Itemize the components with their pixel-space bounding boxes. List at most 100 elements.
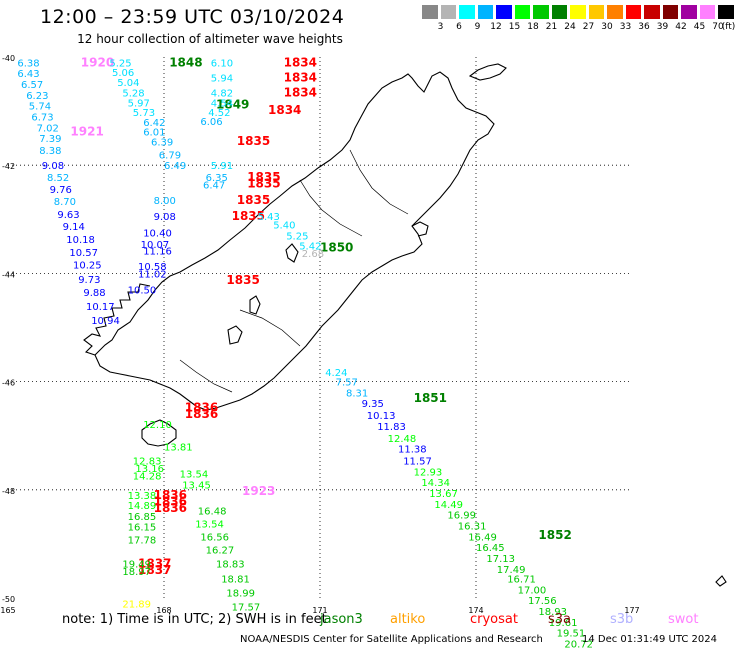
wave-height-value: 17.13 xyxy=(486,554,515,565)
wave-height-value: 18.97 xyxy=(122,567,151,578)
wave-height-value: 13.16 xyxy=(135,464,164,475)
wave-height-value: 6.39 xyxy=(151,137,173,148)
pass-time-label: 1836 xyxy=(154,495,187,509)
wave-height-value: 6.35 xyxy=(206,173,228,184)
credit-text: NOAA/NESDIS Center for Satellite Applica… xyxy=(240,634,543,645)
wave-height-value: 10.07 xyxy=(141,240,170,251)
wave-height-value: 5.74 xyxy=(29,102,51,113)
wave-height-value: 16.48 xyxy=(198,506,227,517)
wave-height-value: 9.76 xyxy=(50,185,72,196)
wave-height-value: 16.85 xyxy=(128,512,157,523)
wave-height-value: 18.83 xyxy=(216,559,245,570)
legend-label: 36 xyxy=(638,22,650,32)
legend-swatch xyxy=(551,5,567,19)
axis-labels: -40 -42 -44 -46 -48 -50 165 168 171 174 177 xyxy=(0,54,639,615)
wave-height-value: 17.78 xyxy=(128,536,157,547)
wave-height-value: 17.49 xyxy=(497,565,526,576)
legend-swatch xyxy=(644,5,660,19)
wave-height-value: 10.50 xyxy=(128,286,157,297)
legend-swatch xyxy=(570,5,586,19)
map-title: 12:00 – 23:59 UTC 03/10/2024 xyxy=(40,6,345,28)
wave-height-value: 16.99 xyxy=(447,511,476,522)
wave-height-value: 8.70 xyxy=(54,197,76,208)
pass-time-label: 1835 xyxy=(247,177,280,191)
wave-height-value: 18.81 xyxy=(221,575,250,586)
satellite-name: altiko xyxy=(390,612,426,627)
wave-height-value: 5.94 xyxy=(211,74,233,85)
wave-height-value: 6.79 xyxy=(159,150,181,161)
wave-height-value: 10.17 xyxy=(86,302,115,313)
map-subtitle: 12 hour collection of altimeter wave hei… xyxy=(77,32,343,46)
wave-height-value: 17.56 xyxy=(528,596,557,607)
pass-time-label: 1835 xyxy=(247,170,280,184)
legend-swatch xyxy=(514,5,530,19)
wave-height-value: 14.89 xyxy=(128,501,157,512)
legend-label: 21 xyxy=(545,22,558,32)
pass-time-label: 1835 xyxy=(237,193,270,207)
wave-height-value: 11.16 xyxy=(143,247,172,258)
wave-height-value: 8.31 xyxy=(346,388,368,399)
wave-height-value: 10.40 xyxy=(143,228,172,239)
pass-time-label: 1834 xyxy=(284,71,317,85)
wave-height-value: 10.58 xyxy=(138,262,167,273)
wave-height-value: 11.83 xyxy=(377,422,406,433)
timestamp-text: 14 Dec 01:31:49 UTC 2024 xyxy=(582,634,717,645)
wave-height-value: 10.13 xyxy=(367,411,396,422)
wave-height-value: 21.89 xyxy=(122,599,151,610)
legend-swatch xyxy=(699,5,715,19)
wave-height-value: 6.38 xyxy=(17,58,39,69)
wave-height-value: 9.35 xyxy=(362,399,384,410)
wave-height-value: 16.56 xyxy=(200,532,229,543)
wave-height-value: 6.42 xyxy=(143,118,165,129)
wave-height-value: 13.45 xyxy=(182,480,211,491)
wave-height-value: 16.31 xyxy=(458,522,487,533)
wave-height-value: 9.63 xyxy=(57,210,79,221)
wave-height-value: 5.25 xyxy=(109,58,131,69)
wave-height-value: 13.54 xyxy=(195,519,224,530)
wave-height-value: 5.73 xyxy=(133,108,155,119)
latitude-label: -44 xyxy=(2,270,15,279)
legend-swatch xyxy=(477,5,493,19)
wave-height-value: 5.97 xyxy=(128,98,150,109)
wave-height-value: 13.67 xyxy=(429,489,458,500)
satellite-name: swot xyxy=(668,612,699,627)
legend-label: 33 xyxy=(619,22,632,32)
wave-height-value: 2.68 xyxy=(302,249,324,260)
satellite-name: cryosat xyxy=(470,612,518,627)
wave-height-value: 17.00 xyxy=(518,585,547,596)
wave-height-value: 6.73 xyxy=(31,113,53,124)
wave-height-value: 16.15 xyxy=(128,523,157,534)
wave-height-value: 5.28 xyxy=(122,89,144,100)
wave-height-value: 10.25 xyxy=(73,261,102,272)
wave-height-value: 19.61 xyxy=(549,618,578,629)
wave-height-value: 11.57 xyxy=(403,457,432,468)
wave-height-value: 6.23 xyxy=(26,91,48,102)
wave-height-value: 13.54 xyxy=(180,470,209,481)
wave-height-value: 5.91 xyxy=(211,161,233,172)
pass-time-label: 1836 xyxy=(185,407,218,421)
legend-label: 30 xyxy=(601,22,613,32)
latitude-label: -48 xyxy=(2,487,15,496)
pass-time-label: 1921 xyxy=(70,125,103,139)
wave-height-value: 14.28 xyxy=(133,472,162,483)
wave-height-value: 19.51 xyxy=(557,629,586,640)
wave-height-value: 8.00 xyxy=(154,196,176,207)
legend-swatch xyxy=(588,5,604,19)
wave-height-value: 7.57 xyxy=(336,378,358,389)
wave-height-value: 13.38 xyxy=(128,491,157,502)
pass-time-label: 1837 xyxy=(138,556,171,570)
wave-height-value: 16.45 xyxy=(476,543,505,554)
longitude-label: 168 xyxy=(156,606,171,615)
legend-label: 9 xyxy=(474,22,481,32)
wave-height-value: 12.93 xyxy=(414,467,443,478)
pass-time-label: 1848 xyxy=(169,55,202,69)
wave-height-value: 10.18 xyxy=(66,235,95,246)
legend-swatch xyxy=(625,5,641,19)
latitude-label: -46 xyxy=(2,379,15,388)
wave-height-value: 4.82 xyxy=(211,89,233,100)
wave-height-value: 16.49 xyxy=(468,532,497,543)
longitude-label: 177 xyxy=(624,606,639,615)
wave-height-value: 7.02 xyxy=(37,123,59,134)
wave-height-value: 7.39 xyxy=(39,134,61,145)
